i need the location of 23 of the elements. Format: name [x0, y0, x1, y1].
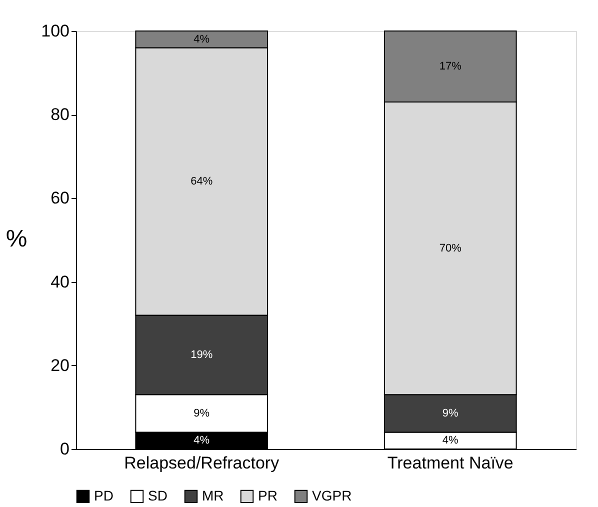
y-tick-label: 80	[50, 105, 70, 124]
legend-label: PD	[94, 487, 114, 504]
legend-label: SD	[148, 487, 168, 504]
y-tick-label: 100	[41, 22, 70, 40]
data-label: 64%	[190, 175, 213, 188]
data-label: 4%	[194, 33, 210, 46]
y-tick-label: 60	[50, 188, 70, 208]
data-label: 4%	[442, 434, 459, 447]
data-label: 4%	[194, 434, 210, 447]
legend-label: MR	[202, 487, 224, 504]
data-label: 19%	[190, 348, 213, 361]
data-label: 17%	[439, 60, 462, 73]
y-axis-title: %	[6, 226, 28, 252]
y-tick-label: 20	[50, 356, 70, 375]
legend-label: VGPR	[312, 487, 352, 504]
data-label: 9%	[194, 407, 210, 420]
data-label: 9%	[442, 407, 459, 420]
y-tick-label: 40	[50, 272, 70, 292]
y-tick-label: 0	[60, 440, 70, 458]
x-tick-label: Treatment Naïve	[387, 454, 514, 472]
x-tick-label: Relapsed/Refractory	[124, 454, 280, 472]
legend-label: PR	[258, 487, 278, 504]
data-label: 70%	[439, 242, 462, 254]
